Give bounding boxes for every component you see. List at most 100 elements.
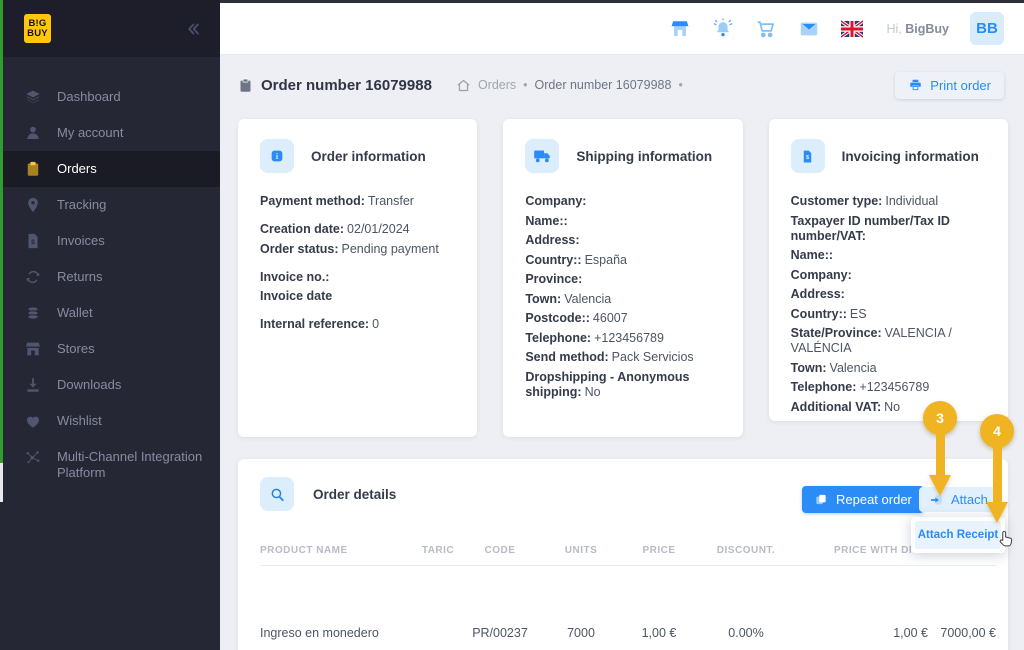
page-header: Order number 16079988 Orders • Order num…	[238, 67, 1004, 103]
annotation-arrow-4	[993, 445, 1002, 503]
field-row: Company:	[790, 267, 852, 282]
field-row: Address:	[525, 233, 580, 247]
col-units: UNITS	[564, 545, 598, 556]
field-row: Additional VAT: No	[790, 399, 901, 414]
cell-product-name: Ingreso en monedero	[260, 626, 379, 640]
sidebar-item-label: Returns	[57, 269, 103, 284]
copy-icon	[814, 492, 828, 507]
breadcrumb-separator: •	[678, 78, 683, 92]
sidebar-item-wallet[interactable]: Wallet	[0, 295, 220, 331]
field-row: Telephone: +123456789	[525, 330, 664, 345]
mail-icon[interactable]	[798, 18, 820, 40]
field-row: Internal reference: 0	[260, 317, 380, 331]
logo-line2: BUY	[27, 27, 48, 39]
sidebar-item-returns[interactable]: Returns	[0, 259, 220, 295]
sidebar-item-orders[interactable]: Orders	[0, 151, 220, 187]
storefront-icon	[24, 340, 42, 358]
sidebar-item-invoices[interactable]: $ Invoices	[0, 223, 220, 259]
cell-units: 7000	[567, 626, 595, 640]
truck-icon	[525, 139, 560, 173]
field-row: Town: Valencia	[790, 360, 877, 375]
field-row: Postcode:: 46007	[525, 311, 628, 325]
sidebar-item-label: My account	[57, 125, 124, 140]
invoice-icon: $	[24, 232, 42, 250]
repeat-order-button[interactable]: Repeat order	[802, 486, 924, 513]
field-row: Province:	[525, 272, 583, 286]
invoicing-information-card: $ Invoicing information Customer type: In…	[768, 119, 1008, 421]
sidebar-header: B!G BUY	[0, 0, 220, 57]
breadcrumb-orders[interactable]: Orders	[477, 78, 517, 92]
sidebar-item-downloads[interactable]: Downloads	[0, 367, 220, 403]
topbar: Hi, BigBuy BB	[220, 3, 1024, 55]
attach-icon	[929, 493, 944, 507]
annotation-arrowhead-3	[929, 475, 951, 496]
sidebar-item-my-account[interactable]: My account	[0, 115, 220, 151]
svg-text:$: $	[31, 239, 35, 246]
magnifier-icon	[260, 477, 294, 511]
repeat-arrows-icon	[24, 268, 42, 286]
print-order-button[interactable]: Print order	[895, 71, 1004, 99]
svg-text:$: $	[806, 155, 810, 161]
table-header-row: PRODUCT NAME TARIC CODE UNITS PRICE DISC…	[260, 545, 996, 566]
annotation-step-4: 4	[980, 414, 1014, 448]
sidebar-item-label: Multi-Channel Integration Platform	[57, 449, 203, 480]
sidebar-item-wishlist[interactable]: Wishlist	[0, 403, 220, 439]
field-row: Address:	[790, 287, 845, 301]
field-row: Company:	[525, 194, 587, 208]
coins-icon	[24, 304, 42, 322]
store-icon[interactable]	[669, 18, 691, 40]
logo-line1: B!G	[28, 18, 47, 29]
info-cards-row: i Order information Payment method: Trans…	[238, 119, 1008, 437]
sidebar-item-label: Wishlist	[57, 413, 102, 428]
order-information-card: i Order information Payment method: Trans…	[238, 119, 478, 437]
field-row: Creation date: 02/01/2024	[260, 222, 410, 236]
field-row: Telephone: +123456789	[790, 380, 930, 394]
cart-icon[interactable]	[755, 18, 777, 40]
field-row: Country:: ES	[790, 306, 867, 321]
field-row: Invoice date	[260, 289, 333, 303]
heart-icon	[24, 412, 42, 430]
username: BigBuy	[905, 21, 949, 36]
attach-receipt-menu-item[interactable]: Attach Receipt	[915, 521, 1001, 549]
language-flag-icon[interactable]	[841, 18, 864, 40]
printer-icon	[908, 78, 923, 92]
sidebar-collapse-icon[interactable]	[184, 20, 202, 38]
sidebar-item-label: Wallet	[57, 305, 93, 320]
field-row: Town: Valencia	[525, 291, 612, 306]
sidebar-item-tracking[interactable]: Tracking	[0, 187, 220, 223]
cell-taric	[414, 607, 462, 650]
section-title: Order details	[313, 486, 397, 502]
bigbuy-logo[interactable]: B!G BUY	[24, 14, 51, 43]
col-price-with-discount: PRICE WITH DISCOUNT	[834, 545, 958, 556]
sidebar: B!G BUY Dashboard My account Orders	[0, 0, 220, 650]
annotation-arrowhead-4	[986, 502, 1008, 523]
field-row: Order status: Pending payment	[260, 241, 439, 256]
info-icon: i	[260, 139, 294, 173]
screen-edge-scroll-tab	[0, 463, 3, 502]
cell-discount: 0.00%	[728, 626, 764, 640]
sidebar-item-label: Invoices	[57, 233, 105, 248]
window-top-border	[220, 0, 1024, 3]
attach-dropdown-menu: Attach Receipt	[911, 517, 1005, 553]
annotation-arrow-3	[936, 432, 945, 476]
col-discount: DISCOUNT.	[716, 545, 776, 556]
sidebar-item-dashboard[interactable]: Dashboard	[0, 79, 220, 115]
notification-bell-icon[interactable]	[712, 17, 734, 40]
sidebar-item-multichannel[interactable]: Multi-Channel Integration Platform	[0, 439, 220, 490]
col-product-name: PRODUCT NAME	[260, 545, 348, 556]
col-price: PRICE	[642, 545, 676, 556]
attach-button[interactable]: Attach	[919, 487, 998, 512]
map-pin-icon	[24, 196, 42, 214]
sidebar-item-stores[interactable]: Stores	[0, 331, 220, 367]
user-greeting[interactable]: Hi, BigBuy	[886, 21, 949, 36]
field-row: Name::	[525, 213, 568, 228]
shipping-information-card: Shipping information Company: Name:: Add…	[503, 119, 743, 437]
field-row: Customer type: Individual	[790, 194, 939, 208]
field-row: Name::	[790, 248, 834, 262]
sidebar-item-label: Downloads	[57, 377, 122, 392]
avatar[interactable]: BB	[970, 12, 1004, 45]
card-title: Order information	[311, 148, 426, 164]
col-code: CODE	[484, 545, 516, 556]
col-taric: TARIC	[421, 545, 455, 556]
home-icon[interactable]	[456, 78, 471, 93]
